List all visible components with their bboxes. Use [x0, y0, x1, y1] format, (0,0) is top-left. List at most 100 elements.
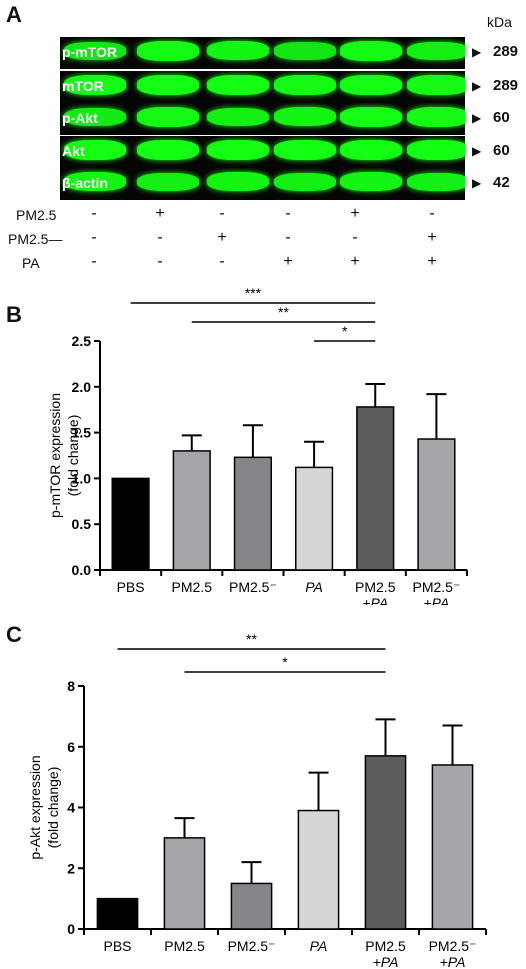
y-tick-label: 0.5 [72, 516, 92, 532]
panel-b-letter: B [6, 302, 22, 327]
y-axis-label: p-Akt expression [27, 755, 43, 859]
blot-row-label: β-actin [62, 175, 108, 191]
blot-row: p-Akt [60, 103, 465, 135]
treatment-label: PM2.5 [16, 207, 57, 223]
y-tick-label: 8 [67, 678, 75, 694]
treatment-sign: - [285, 205, 291, 222]
treatment-sign: + [427, 229, 437, 246]
blot-row: β-actin [60, 168, 465, 200]
treatment-sign: - [219, 253, 225, 270]
blot-band [137, 41, 199, 61]
y-tick-label: 0.0 [72, 562, 92, 578]
treatment-label: PM2.5— [8, 231, 63, 247]
panel-a-letter: A [6, 2, 22, 27]
category-label: PBS [103, 938, 131, 954]
y-axis-label: p-mTOR expression [47, 393, 63, 518]
kda-value: 60 [493, 109, 510, 126]
significance-label: * [342, 323, 348, 339]
significance-label: * [282, 654, 288, 670]
treatment-sign: - [352, 229, 358, 246]
blot-band [64, 107, 126, 126]
blot-band [274, 140, 336, 160]
treatment-sign: - [285, 229, 291, 246]
blot-band [407, 107, 465, 127]
blot-row-label: p-Akt [62, 110, 98, 126]
bar [163, 837, 206, 930]
category-label: PA [305, 579, 323, 595]
blot-band [340, 75, 402, 95]
blot-band [137, 140, 199, 160]
category-label: +PA [424, 595, 450, 605]
kda-value: 289 [493, 43, 519, 60]
treatment-sign: + [350, 253, 360, 270]
blot-band [137, 107, 199, 127]
panel-c-letter: C [6, 622, 22, 647]
blot-row-label: p-mTOR [62, 44, 117, 60]
blot-row: Akt [60, 136, 465, 168]
significance-label: ** [246, 631, 257, 647]
arrow-icon: ▶ [472, 79, 482, 93]
kda-header: kDa [487, 14, 512, 30]
y-tick-label: 1.0 [72, 470, 92, 486]
treatment-sign: - [91, 229, 97, 246]
blot-band [407, 75, 465, 95]
blot-row-label: Akt [62, 143, 85, 159]
bar [356, 406, 395, 571]
y-axis-label: (fold change) [45, 767, 61, 849]
y-tick-label: 1.5 [72, 425, 92, 441]
blot-band [274, 42, 336, 60]
blot-band [274, 172, 336, 192]
blot-band [207, 75, 269, 95]
treatment-sign: - [91, 205, 97, 222]
chart-p-akt: 0 2 4 6 8 p-Akt expression (fold change) PBS PM2… [27, 631, 487, 969]
category-label: PM2.5⁻ [412, 579, 460, 595]
arrow-icon: ▶ [472, 144, 482, 158]
blot-band [407, 172, 465, 192]
blot-band [64, 75, 126, 95]
chart-p-mtor: 0.0 0.5 1.0 1.5 2.0 2.5 p-mTOR expression (fold… [47, 285, 468, 605]
blot-band [207, 107, 269, 127]
y-tick-label: 2.5 [72, 333, 92, 349]
kda-value: 42 [493, 174, 510, 191]
blot-band [137, 172, 199, 192]
category-label: PM2.5⁻ [429, 938, 477, 954]
category-label: PM2.5 [172, 579, 213, 595]
category-label: PM2.5 [355, 579, 396, 595]
blot-band [407, 41, 465, 61]
treatment-sign: + [427, 253, 437, 270]
blot-row: p-mTOR [60, 37, 465, 69]
category-label: PM2.5⁻ [229, 579, 277, 595]
arrow-icon: ▶ [472, 111, 482, 125]
treatment-sign: + [350, 205, 360, 222]
treatment-sign: - [157, 253, 163, 270]
category-label: +PA [373, 954, 399, 969]
treatment-sign: - [219, 205, 225, 222]
y-axis-label: (fold change) [65, 415, 81, 497]
y-tick-label: 2.0 [72, 379, 92, 395]
bar [172, 450, 211, 571]
bar [230, 882, 273, 930]
y-tick-label: 6 [67, 739, 75, 755]
category-label: PA [310, 938, 328, 954]
treatment-sign: + [283, 253, 293, 270]
blot-band [274, 107, 336, 127]
blot-band [340, 140, 402, 160]
bar [294, 466, 334, 571]
treatment-label: PA [22, 255, 40, 271]
kda-value: 60 [493, 142, 510, 159]
blot-band [207, 172, 269, 192]
bar [364, 755, 407, 930]
bar [417, 438, 456, 571]
blot-band [274, 75, 336, 95]
blot-band [207, 140, 269, 160]
treatment-sign: + [217, 229, 227, 246]
y-tick-label: 0 [67, 921, 75, 937]
significance-label: *** [245, 285, 262, 301]
bar [111, 477, 150, 571]
blot-band [340, 107, 402, 127]
blot-band [340, 41, 402, 61]
category-label: +PA [440, 954, 466, 969]
category-label: +PA [362, 595, 388, 605]
treatment-sign: - [429, 205, 435, 222]
arrow-icon: ▶ [472, 176, 482, 190]
